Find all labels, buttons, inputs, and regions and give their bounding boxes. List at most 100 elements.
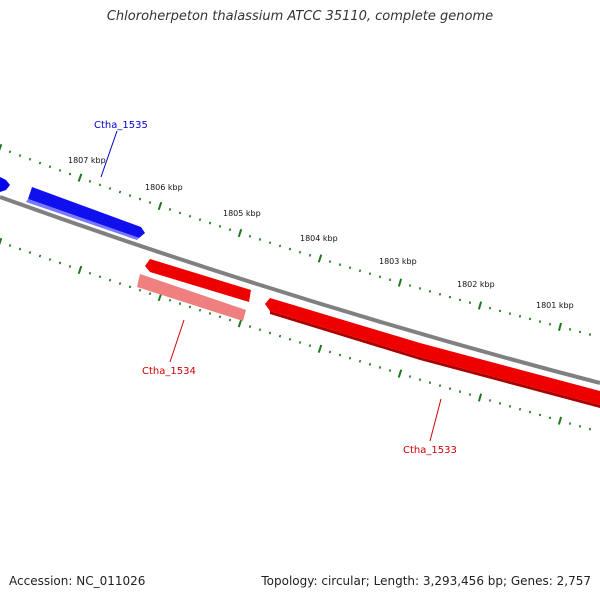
gene-arrow-ctha-1533[interactable] <box>265 298 600 405</box>
minor-tick-mark <box>68 172 72 176</box>
scale-label: 1805 kbp <box>223 209 261 218</box>
minor-tick-mark <box>198 308 202 312</box>
minor-tick-mark <box>278 244 282 248</box>
minor-tick-mark <box>458 390 462 394</box>
minor-tick-mark <box>118 282 122 285</box>
scale-label: 1802 kbp <box>457 280 495 289</box>
minor-tick-mark <box>38 161 42 165</box>
minor-tick-mark <box>338 353 342 357</box>
minor-tick-mark <box>368 272 372 276</box>
minor-tick-mark <box>178 302 182 306</box>
minor-tick-mark <box>328 260 332 263</box>
minor-tick-mark <box>408 375 412 378</box>
minor-tick-mark <box>308 344 312 348</box>
minor-tick-mark <box>228 228 232 232</box>
minor-tick-mark <box>468 301 472 305</box>
minor-tick-mark <box>508 312 512 316</box>
minor-tick-mark <box>8 244 12 247</box>
major-tick-mark <box>0 143 3 151</box>
minor-tick-mark <box>418 378 422 382</box>
inner-tick-marks <box>0 237 592 431</box>
gene-arrow-ctha-1535-shade <box>26 199 139 240</box>
minor-tick-mark <box>528 317 532 321</box>
minor-tick-mark <box>338 263 342 267</box>
gene-label-ctha-1533[interactable]: Ctha_1533 <box>403 445 457 456</box>
minor-tick-mark <box>258 238 262 241</box>
minor-tick-mark <box>498 401 502 405</box>
minor-tick-mark <box>278 334 282 338</box>
major-tick-mark <box>237 319 243 328</box>
gene-arrow-small-left[interactable] <box>0 177 10 192</box>
gene-arrow-ctha-1534[interactable] <box>145 259 251 302</box>
minor-tick-mark <box>538 413 542 417</box>
minor-tick-mark <box>128 285 132 289</box>
major-tick-mark <box>77 265 83 275</box>
minor-tick-mark <box>528 410 532 414</box>
major-tick-mark <box>477 393 483 402</box>
minor-tick-mark <box>408 284 412 287</box>
minor-tick-mark <box>48 258 52 261</box>
minor-tick-mark <box>578 330 582 334</box>
leader-line-ctha-1535 <box>100 130 118 178</box>
minor-tick-mark <box>468 393 472 396</box>
major-tick-mark <box>477 301 483 310</box>
minor-tick-mark <box>208 221 212 225</box>
minor-tick-mark <box>208 312 212 315</box>
minor-tick-mark <box>308 253 312 257</box>
gene-arrow-ctha-1534-light[interactable] <box>137 274 246 321</box>
minor-tick-mark <box>98 183 102 187</box>
genome-backbone <box>0 195 600 385</box>
minor-tick-mark <box>98 275 102 279</box>
minor-tick-mark <box>258 328 262 332</box>
major-tick-mark <box>157 201 163 211</box>
minor-tick-mark <box>68 265 72 268</box>
minor-tick-mark <box>168 208 172 211</box>
minor-tick-mark <box>488 306 492 310</box>
minor-tick-mark <box>368 362 372 366</box>
minor-tick-mark <box>328 350 332 354</box>
minor-tick-mark <box>428 381 432 385</box>
gene-label-ctha-1535[interactable]: Ctha_1535 <box>94 120 148 131</box>
minor-tick-mark <box>108 278 112 282</box>
minor-tick-mark <box>8 150 12 154</box>
minor-tick-mark <box>18 247 22 251</box>
minor-tick-mark <box>508 404 512 408</box>
minor-tick-mark <box>518 407 522 411</box>
minor-tick-mark <box>428 289 432 293</box>
minor-tick-mark <box>88 179 92 183</box>
scale-label: 1803 kbp <box>379 257 417 266</box>
minor-tick-mark <box>358 359 362 363</box>
minor-tick-mark <box>488 399 492 402</box>
minor-tick-mark <box>248 234 252 238</box>
minor-tick-mark <box>88 271 92 275</box>
minor-tick-mark <box>268 241 272 245</box>
minor-tick-mark <box>458 298 462 302</box>
minor-tick-mark <box>378 366 382 369</box>
minor-tick-mark <box>58 169 62 172</box>
minor-tick-mark <box>178 211 182 215</box>
minor-tick-mark <box>188 305 192 309</box>
major-tick-mark <box>557 416 563 425</box>
major-tick-mark <box>237 228 243 238</box>
gene-label-ctha-1534[interactable]: Ctha_1534 <box>142 366 196 377</box>
scale-label: 1801 kbp <box>536 301 574 310</box>
accession-label: Accession: NC_011026 <box>9 574 146 588</box>
minor-tick-mark <box>248 325 252 328</box>
minor-tick-mark <box>188 214 192 218</box>
major-tick-mark <box>317 254 323 263</box>
minor-tick-mark <box>418 287 422 290</box>
major-tick-mark <box>317 344 323 353</box>
minor-tick-mark <box>588 333 592 336</box>
minor-tick-mark <box>168 298 172 302</box>
minor-tick-mark <box>568 328 572 331</box>
minor-tick-mark <box>438 292 442 296</box>
gene-arrow-ctha-1535[interactable] <box>28 187 145 238</box>
major-tick-mark <box>77 173 83 182</box>
minor-tick-mark <box>358 269 362 273</box>
minor-tick-mark <box>138 288 142 292</box>
minor-tick-mark <box>378 275 382 279</box>
minor-tick-mark <box>38 254 42 258</box>
minor-tick-mark <box>108 187 112 190</box>
minor-tick-mark <box>498 309 502 313</box>
minor-tick-mark <box>548 322 552 326</box>
